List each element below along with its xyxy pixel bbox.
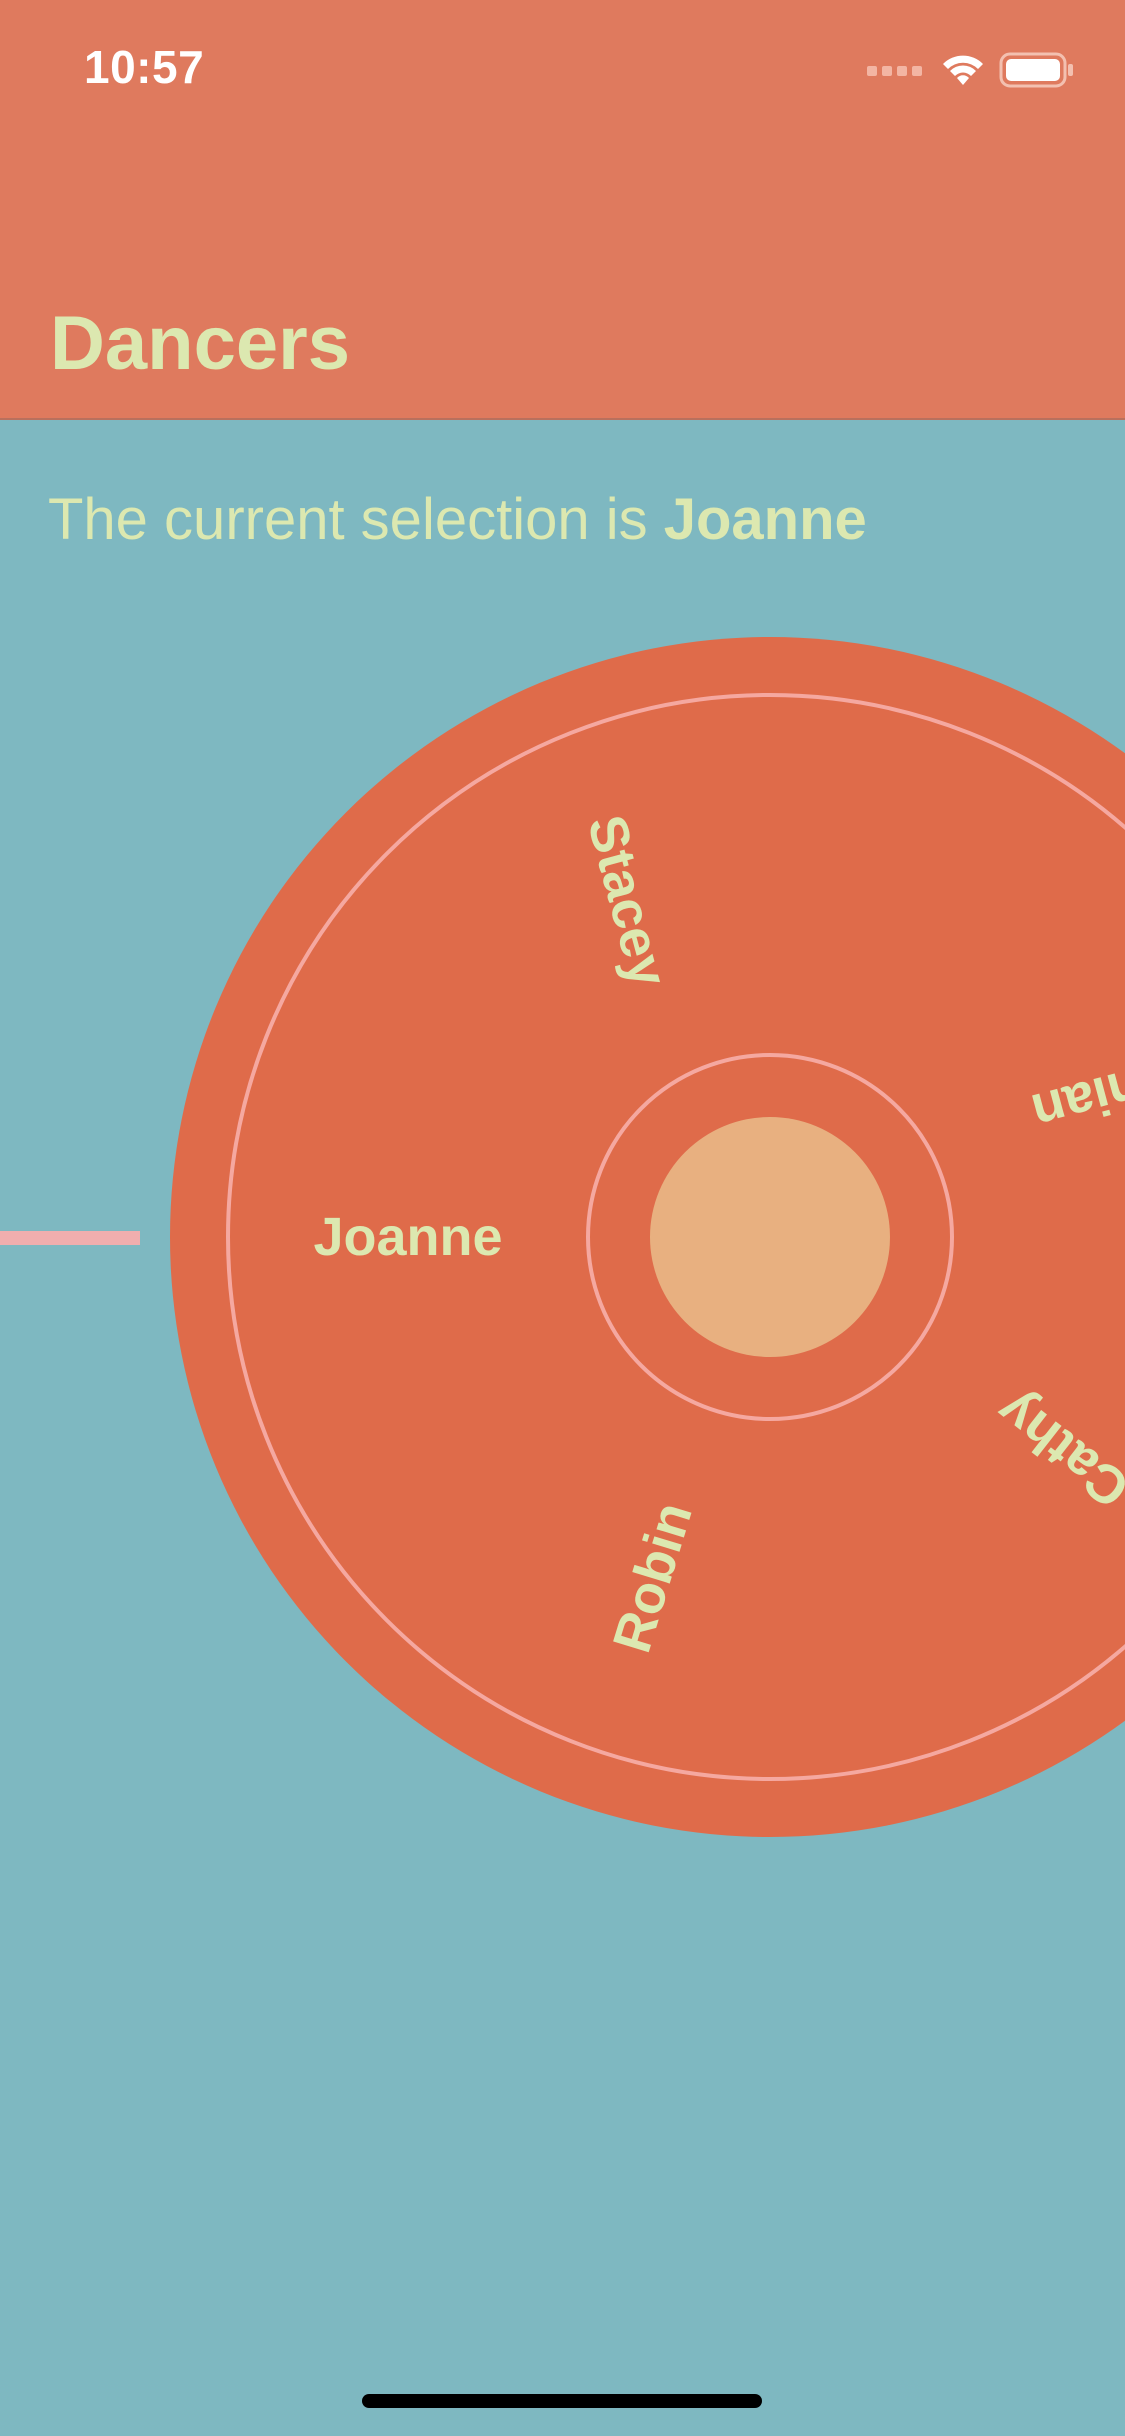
selection-prefix: The current selection is bbox=[48, 487, 664, 552]
status-time: 10:57 bbox=[84, 41, 205, 93]
selection-pointer bbox=[0, 1231, 140, 1245]
wheel-disc[interactable] bbox=[170, 637, 1125, 1837]
dancer-wheel[interactable]: Stacey Rhian Joanne Cathy Robin bbox=[0, 560, 1125, 1880]
selected-dancer-name: Joanne bbox=[663, 487, 867, 552]
page-title: Dancers bbox=[50, 301, 350, 386]
battery-icon bbox=[999, 52, 1073, 88]
wifi-icon bbox=[943, 55, 983, 85]
wheel-label-joanne[interactable]: Joanne bbox=[313, 1207, 502, 1267]
status-icons bbox=[859, 48, 1079, 92]
home-indicator[interactable] bbox=[362, 2394, 762, 2408]
navigation-bar: 10:57 Dancers bbox=[0, 0, 1125, 420]
signal-icon bbox=[867, 66, 922, 76]
wheel-hub[interactable] bbox=[650, 1117, 890, 1357]
wheel-inner-ring bbox=[586, 1053, 954, 1421]
current-selection-text: The current selection is Joanne bbox=[48, 486, 867, 553]
wheel-outer-ring bbox=[226, 693, 1125, 1781]
